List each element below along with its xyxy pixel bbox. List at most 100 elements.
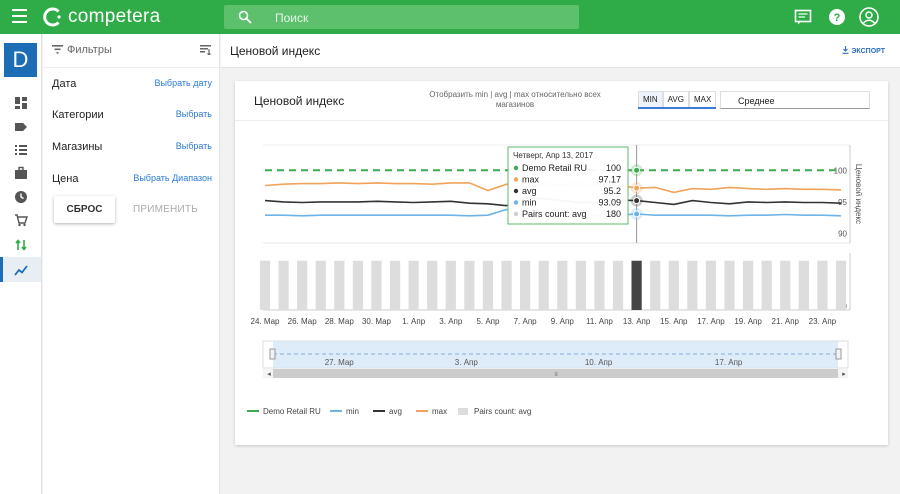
mode-min-button[interactable]: MIN: [638, 91, 663, 107]
logo-mark-icon: [43, 7, 61, 27]
legend-item-label: Pairs count: avg: [474, 407, 531, 416]
legend-swatch: [458, 408, 468, 415]
filter-label-stores: Магазины: [52, 141, 103, 153]
aggregation-select[interactable]: Среднее: [720, 91, 870, 109]
account-icon[interactable]: [859, 7, 879, 27]
x-tick-label: 11. Апр: [586, 317, 613, 326]
cart-icon[interactable]: [14, 213, 28, 227]
dashboard-icon[interactable]: [14, 96, 28, 110]
filter-label-categories: Категории: [52, 109, 104, 121]
filter-label-price: Цена: [52, 173, 79, 185]
tooltip-series-value: 93.09: [598, 198, 621, 208]
top-bar: competera Поиск ?: [0, 0, 900, 34]
pairs-count-bar: [464, 260, 475, 310]
x-tick-label: 21. Апр: [772, 317, 800, 326]
tooltip-marker: [513, 177, 519, 182]
pairs-count-bar: [408, 260, 419, 310]
filter-label-date: Дата: [52, 78, 77, 90]
pairs-count-bar: [687, 260, 698, 310]
x-tick-label: 15. Апр: [660, 317, 688, 326]
pairs-count-bar: [445, 260, 456, 310]
export-button[interactable]: ЭКСПОРТ: [842, 46, 885, 55]
chat-icon[interactable]: [794, 8, 812, 26]
download-icon: [842, 46, 849, 54]
sidebar: D: [0, 34, 42, 494]
price-index-chart[interactable]: 90 95 100 Ценовой индекс Четверг, Апр 13, 20…: [235, 81, 888, 445]
price-index-card: Ценовой индекс Отобразить min | avg | ma…: [235, 81, 888, 445]
filters-header: Фильтры: [43, 34, 219, 68]
select-price-range-link[interactable]: Выбрать Диапазон: [133, 173, 212, 183]
app-logo[interactable]: competera: [43, 6, 160, 28]
pairs-count-bar: [780, 260, 791, 310]
briefcase-icon[interactable]: [14, 166, 28, 180]
tooltip-series-name: Pairs count: avg: [522, 209, 587, 219]
highlight-point: [633, 166, 641, 174]
select-date-link[interactable]: Выбрать дату: [154, 78, 212, 88]
clock-icon[interactable]: [14, 190, 28, 204]
sort-arrows-icon[interactable]: [14, 238, 28, 252]
mode-avg-button[interactable]: AVG: [662, 91, 689, 107]
filter-icon: [52, 45, 63, 54]
trend-chart-icon[interactable]: [14, 263, 28, 277]
highlight-point: [633, 197, 641, 205]
x-tick-label: 1. Апр: [402, 317, 426, 326]
apply-button[interactable]: ПРИМЕНИТЬ: [133, 204, 198, 215]
search-input[interactable]: Поиск: [224, 5, 579, 29]
tooltip-marker: [513, 188, 519, 194]
y-tick-label: 90: [838, 230, 847, 239]
brand-tile[interactable]: D: [4, 43, 37, 77]
pairs-count-bar: [352, 260, 364, 310]
x-tick-label: 26. Мар: [288, 317, 318, 326]
pairs-count-bar: [594, 260, 605, 310]
x-tick-label: 28. Мар: [325, 317, 355, 326]
legend-item-label: avg: [389, 407, 402, 416]
tag-icon[interactable]: [14, 120, 28, 134]
mode-note: Отобразить min | avg | max относительно …: [429, 90, 601, 109]
tooltip-series-name: max: [522, 175, 540, 185]
tooltip-series-value: 100: [606, 163, 621, 173]
navigator-label: 27. Мар: [325, 358, 355, 367]
aggregation-value: Среднее: [738, 96, 775, 106]
legend-item-label: min: [346, 407, 359, 416]
x-tick-label: 30. Мар: [362, 317, 392, 326]
legend-item-label: Demo Retail RU: [263, 407, 321, 416]
pairs-count-bar: [761, 260, 772, 310]
pairs-count-bar: [668, 260, 679, 310]
navigator-right-handle: [835, 348, 842, 360]
pairs-count-bar: [835, 260, 847, 310]
scrollbar-thumb: [273, 369, 838, 378]
card-header: Ценовой индекс Отобразить min | avg | ma…: [235, 81, 888, 121]
tooltip-marker: [513, 200, 519, 205]
filter-row-price: Цена Выбрать Диапазон: [52, 173, 212, 187]
list-icon[interactable]: [14, 143, 28, 157]
tooltip-marker: [513, 211, 519, 217]
navigator-label: 3. Апр: [455, 358, 479, 367]
pairs-count-bar: [612, 260, 624, 310]
export-label: ЭКСПОРТ: [851, 48, 885, 55]
nav-active-highlight: [0, 257, 41, 282]
filter-row-categories: Категории Выбрать: [52, 109, 212, 123]
sort-list-icon[interactable]: [200, 45, 211, 55]
tooltip-series-value: 95.2: [603, 186, 621, 196]
reset-button[interactable]: СБРОС: [54, 196, 115, 223]
select-stores-link[interactable]: Выбрать: [175, 141, 212, 151]
pairs-count-bar: [389, 260, 401, 310]
x-tick-label: 13. Апр: [623, 317, 651, 326]
select-categories-link[interactable]: Выбрать: [175, 109, 212, 119]
x-tick-label: 9. Апр: [551, 317, 575, 326]
pairs-count-bar: [724, 260, 735, 310]
mode-max-button[interactable]: MAX: [688, 91, 717, 107]
pairs-count-bar: [297, 260, 308, 310]
navigator-label: 10. Апр: [585, 358, 613, 367]
tooltip-series-name: avg: [522, 186, 537, 196]
y-tick-label: 95: [838, 198, 847, 207]
filters-panel: Фильтры Дата Выбрать дату Категории Выбр…: [43, 34, 220, 494]
tooltip-marker: [513, 165, 519, 171]
pairs-count-bar: [482, 260, 494, 310]
pairs-count-bar: [631, 260, 642, 310]
help-icon[interactable]: ?: [828, 8, 846, 26]
menu-icon[interactable]: [12, 9, 27, 25]
app-name: competera: [68, 6, 161, 27]
pairs-count-bar: [538, 260, 549, 310]
tooltip-series-value: 97.17: [598, 175, 621, 185]
